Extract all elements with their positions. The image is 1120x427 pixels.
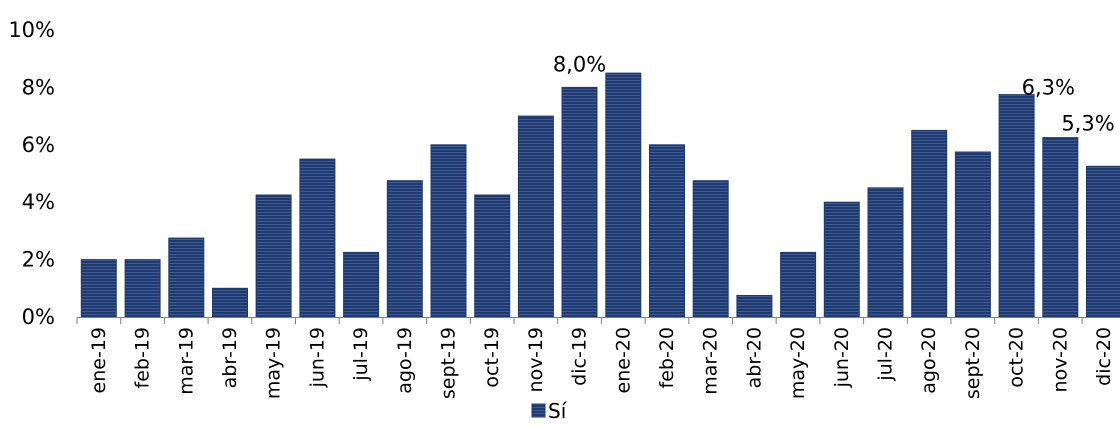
bar-dic-20 [1086, 165, 1120, 318]
x-tick-label: oct-19 [481, 327, 503, 388]
bar-oct-19 [474, 194, 511, 318]
bar-sept-20 [954, 151, 991, 318]
x-tick-label: mar-19 [175, 327, 197, 395]
x-tick-label: feb-20 [656, 327, 678, 388]
bars [80, 72, 1120, 318]
y-tick-label: 4% [22, 190, 55, 214]
x-tick-label: sept-20 [962, 327, 984, 399]
x-tick-label: jul-20 [875, 327, 897, 382]
bar-jun-19 [299, 158, 336, 318]
bar-jun-20 [823, 201, 860, 318]
bar-dic-19 [561, 86, 598, 318]
data-label-nov-20: 6,3% [1022, 76, 1075, 100]
data-label-dic-20: 5,3% [1061, 111, 1114, 135]
bar-mar-20 [692, 180, 729, 318]
bar-mar-19 [168, 237, 205, 318]
x-tick-label: ene-19 [88, 327, 110, 393]
bar-may-20 [780, 251, 817, 318]
x-tick-label: jul-19 [350, 327, 372, 382]
x-tick-label: jun-20 [831, 327, 853, 388]
bar-ene-20 [605, 72, 642, 318]
x-tick-label: may-20 [787, 327, 809, 399]
bar-abr-19 [212, 287, 248, 318]
bar-ene-19 [80, 259, 117, 318]
x-axis: ene-19 feb-19 mar-19 abr-19 may-19 jun-19 jul-… [76, 317, 1120, 399]
bar-oct-20 [998, 94, 1035, 318]
y-tick-label: 10% [8, 18, 55, 42]
x-tick-label: dic-19 [569, 327, 591, 386]
bar-feb-20 [649, 144, 685, 318]
x-tick-label: ene-20 [612, 327, 634, 393]
bar-feb-19 [124, 259, 161, 318]
legend-label: Sí [548, 399, 568, 423]
bar-abr-20 [736, 295, 773, 318]
x-tick-label: sept-19 [438, 327, 460, 399]
x-tick-label: abr-20 [743, 327, 765, 388]
bar-nov-19 [517, 115, 554, 318]
x-tick-label: may-19 [263, 327, 285, 399]
x-tick-label: feb-19 [132, 327, 154, 388]
data-labels: 8,0% 6,3% 5,3% [553, 52, 1115, 135]
x-tick-label: ago-19 [394, 327, 416, 394]
x-tick-label: abr-19 [219, 327, 241, 388]
x-tick-label: oct-20 [1006, 327, 1028, 388]
bar-ago-19 [386, 180, 423, 318]
y-tick-label: 8% [22, 75, 55, 99]
bar-jul-20 [867, 187, 904, 318]
y-tick-label: 6% [22, 133, 55, 157]
bar-nov-20 [1042, 137, 1079, 318]
x-tick-label: mar-20 [700, 327, 722, 395]
y-tick-label: 0% [22, 305, 55, 329]
bar-jul-19 [343, 251, 380, 318]
x-tick-label: ago-20 [918, 327, 940, 394]
legend: Sí [531, 399, 568, 423]
x-tick-label: jun-19 [306, 327, 328, 388]
legend-swatch [531, 403, 546, 418]
bar-ago-20 [911, 129, 948, 318]
bar-may-19 [255, 194, 292, 318]
x-tick-label: dic-20 [1093, 327, 1115, 386]
bar-sept-19 [430, 144, 467, 318]
y-axis: 0% 2% 4% 6% 8% 10% [8, 18, 55, 329]
y-tick-label: 2% [22, 248, 55, 272]
x-tick-label: nov-19 [525, 327, 547, 392]
data-label-dic-19: 8,0% [553, 52, 606, 76]
x-tick-label: nov-20 [1049, 327, 1071, 392]
